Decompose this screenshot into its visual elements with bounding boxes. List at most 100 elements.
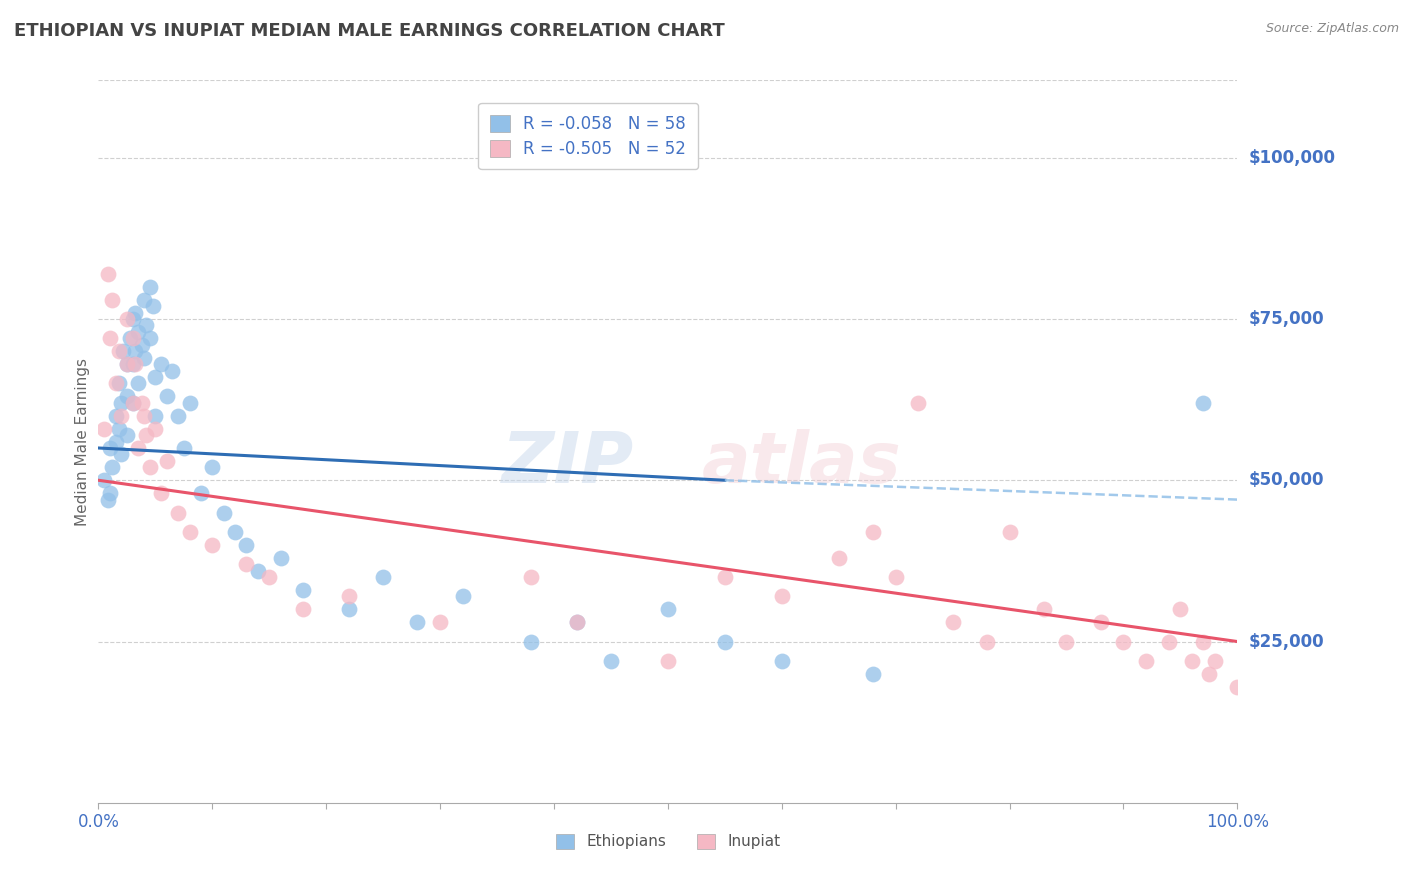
Point xyxy=(246,564,269,578)
Point xyxy=(145,422,167,436)
Point xyxy=(96,492,118,507)
Point xyxy=(127,376,149,391)
Point xyxy=(145,409,167,423)
Point xyxy=(1112,634,1135,648)
Point xyxy=(131,338,153,352)
Point xyxy=(565,615,588,630)
Point xyxy=(110,409,132,423)
Point xyxy=(259,570,281,584)
Point xyxy=(429,615,451,630)
Point xyxy=(173,441,195,455)
Point xyxy=(714,570,737,584)
Point xyxy=(167,409,190,423)
Point xyxy=(115,357,138,371)
Point xyxy=(124,305,146,319)
Point xyxy=(235,557,257,571)
Point xyxy=(124,357,146,371)
Point xyxy=(657,654,679,668)
Point xyxy=(108,344,131,359)
Point xyxy=(115,428,138,442)
Point xyxy=(110,447,132,461)
Text: Source: ZipAtlas.com: Source: ZipAtlas.com xyxy=(1265,22,1399,36)
Point xyxy=(371,570,394,584)
Point xyxy=(115,389,138,403)
Point xyxy=(96,267,118,281)
Point xyxy=(98,441,121,455)
Point xyxy=(224,524,246,539)
Point xyxy=(714,634,737,648)
Text: ETHIOPIAN VS INUPIAT MEDIAN MALE EARNINGS CORRELATION CHART: ETHIOPIAN VS INUPIAT MEDIAN MALE EARNING… xyxy=(14,22,725,40)
Point xyxy=(138,331,160,345)
Point xyxy=(104,409,127,423)
Point xyxy=(93,422,115,436)
Point xyxy=(520,570,543,584)
Point xyxy=(451,590,474,604)
Point xyxy=(135,318,157,333)
Point xyxy=(115,312,138,326)
Point xyxy=(1181,654,1204,668)
Point xyxy=(337,602,360,616)
Point xyxy=(976,634,998,648)
Point xyxy=(127,441,149,455)
Point xyxy=(98,331,121,345)
Point xyxy=(135,428,157,442)
Point xyxy=(406,615,429,630)
Point xyxy=(235,538,257,552)
Point xyxy=(1198,666,1220,681)
Point xyxy=(115,357,138,371)
Point xyxy=(121,396,143,410)
Point xyxy=(98,486,121,500)
Point xyxy=(270,550,292,565)
Point xyxy=(1170,602,1192,616)
Point xyxy=(156,389,179,403)
Point xyxy=(112,344,135,359)
Point xyxy=(862,524,884,539)
Point xyxy=(138,279,160,293)
Point xyxy=(179,396,201,410)
Point xyxy=(167,506,190,520)
Point xyxy=(145,370,167,384)
Point xyxy=(884,570,907,584)
Point xyxy=(1032,602,1054,616)
Point xyxy=(337,590,360,604)
Point xyxy=(998,524,1021,539)
Legend: Ethiopians, Inupiat: Ethiopians, Inupiat xyxy=(544,822,792,860)
Text: $50,000: $50,000 xyxy=(1249,471,1324,489)
Point xyxy=(108,422,131,436)
Point xyxy=(121,357,143,371)
Point xyxy=(1054,634,1078,648)
Point xyxy=(138,460,160,475)
Point xyxy=(1135,654,1157,668)
Point xyxy=(657,602,679,616)
Point xyxy=(862,666,884,681)
Point xyxy=(121,331,143,345)
Point xyxy=(101,293,124,307)
Point xyxy=(104,434,127,449)
Point xyxy=(1090,615,1112,630)
Point xyxy=(565,615,588,630)
Point xyxy=(108,376,131,391)
Point xyxy=(132,293,155,307)
Point xyxy=(212,506,235,520)
Text: atlas: atlas xyxy=(702,429,901,498)
Point xyxy=(104,376,127,391)
Y-axis label: Median Male Earnings: Median Male Earnings xyxy=(75,358,90,525)
Point xyxy=(520,634,543,648)
Point xyxy=(201,460,224,475)
Point xyxy=(1192,634,1215,648)
Point xyxy=(121,396,143,410)
Point xyxy=(292,602,315,616)
Point xyxy=(150,486,173,500)
Point xyxy=(1204,654,1226,668)
Point xyxy=(179,524,201,539)
Point xyxy=(201,538,224,552)
Point xyxy=(131,396,153,410)
Point xyxy=(292,582,315,597)
Point xyxy=(1157,634,1180,648)
Point xyxy=(132,409,155,423)
Point xyxy=(156,454,179,468)
Point xyxy=(1192,396,1215,410)
Point xyxy=(770,654,793,668)
Point xyxy=(942,615,965,630)
Point xyxy=(907,396,929,410)
